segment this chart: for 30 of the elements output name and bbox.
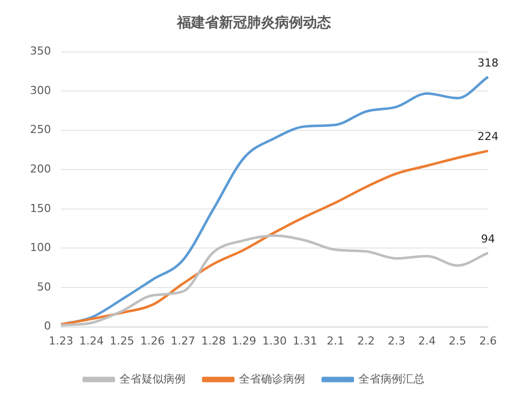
legend-label: 全省疑似病例 bbox=[119, 372, 186, 386]
y-tick-label: 350 bbox=[30, 44, 51, 58]
x-tick-label: 2.1 bbox=[326, 334, 344, 348]
data-label: 224 bbox=[478, 130, 498, 144]
x-tick-label: 1.31 bbox=[292, 334, 318, 348]
data-label: 318 bbox=[478, 56, 498, 70]
y-tick-label: 50 bbox=[36, 280, 51, 294]
data-label: 94 bbox=[481, 232, 495, 246]
y-tick-label: 100 bbox=[30, 241, 51, 254]
x-tick-label: 2.3 bbox=[388, 334, 406, 348]
legend-label: 全省确诊病例 bbox=[238, 372, 305, 386]
y-tick-label: 0 bbox=[44, 320, 51, 333]
y-tick-label: 300 bbox=[30, 84, 51, 97]
y-tick-label: 200 bbox=[30, 162, 51, 176]
x-tick-label: 1.27 bbox=[170, 334, 196, 348]
x-tick-label: 2.2 bbox=[357, 334, 375, 348]
x-tick-label: 1.28 bbox=[201, 334, 226, 348]
legend-label: 全省病例汇总 bbox=[358, 372, 424, 386]
x-tick-label: 1.25 bbox=[110, 334, 134, 348]
x-tick-label: 1.30 bbox=[262, 334, 287, 348]
x-tick-label: 1.23 bbox=[48, 334, 74, 348]
chart-title: 福建省新冠肺炎病例动态 bbox=[176, 14, 331, 32]
x-tick-label: 2.5 bbox=[448, 334, 466, 348]
x-tick-label: 1.24 bbox=[79, 334, 104, 348]
x-tick-label: 2.4 bbox=[418, 334, 436, 348]
x-tick-label: 1.29 bbox=[232, 334, 256, 348]
x-tick-label: 1.26 bbox=[140, 334, 165, 348]
x-tick-label: 2.6 bbox=[479, 334, 497, 348]
y-tick-label: 250 bbox=[30, 123, 51, 136]
y-tick-label: 150 bbox=[30, 202, 51, 215]
